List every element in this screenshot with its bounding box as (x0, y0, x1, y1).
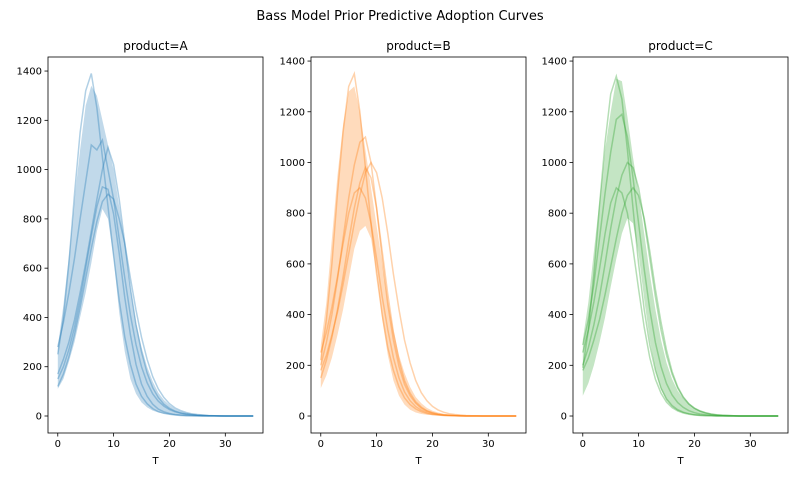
x-axis-label: T (414, 456, 422, 467)
y-tick-label: 200 (548, 361, 567, 372)
y-tick-label: 200 (286, 361, 305, 372)
x-tick-label: 10 (107, 439, 120, 450)
x-tick-label: 10 (632, 439, 645, 450)
y-tick-label: 600 (548, 259, 567, 270)
x-tick-label: 30 (482, 439, 495, 450)
x-tick-label: 20 (163, 439, 176, 450)
y-tick-label: 1200 (280, 107, 305, 118)
adoption-curve (582, 73, 779, 417)
y-tick-label: 800 (286, 209, 305, 220)
y-tick-label: 1400 (542, 57, 567, 68)
adoption-curve (320, 165, 517, 417)
y-tick-label: 400 (548, 310, 567, 321)
y-tick-label: 400 (286, 310, 305, 321)
subplot-title: product=A (123, 39, 188, 53)
adoption-curve (57, 137, 254, 417)
adoption-curve (320, 186, 517, 417)
x-tick-label: 0 (580, 439, 586, 450)
adoption-curve (582, 186, 779, 417)
adoption-curve (320, 135, 517, 417)
adoption-curve (582, 186, 779, 417)
hdi-band (582, 78, 779, 417)
y-tick-label: 800 (23, 214, 42, 225)
x-axis-label: T (151, 456, 159, 467)
hdi-band (57, 85, 254, 417)
y-tick-label: 600 (23, 264, 42, 275)
hdi-band (320, 86, 517, 417)
x-tick-label: 20 (688, 439, 701, 450)
y-tick-label: 200 (23, 362, 42, 373)
x-tick-label: 0 (55, 439, 61, 450)
y-tick-label: 1400 (17, 67, 42, 78)
subplot-product-b: 0 10 20 30 0 200 400 600 800 1000 1200 1400 product=… (280, 39, 527, 467)
subplot-product-c: 0 10 20 30 0 200 400 600 800 1000 1200 1400 product=… (542, 39, 789, 467)
axes-frame (572, 56, 789, 434)
adoption-curve (57, 73, 254, 417)
subplot-title: product=B (386, 39, 450, 53)
subplot-title: product=C (648, 39, 713, 53)
figure-title: Bass Model Prior Predictive Adoption Cur… (256, 9, 543, 24)
adoption-curve (320, 160, 517, 417)
y-tick-label: 0 (561, 412, 567, 423)
x-tick-label: 20 (426, 439, 439, 450)
y-tick-label: 800 (548, 209, 567, 220)
y-tick-label: 1000 (280, 158, 305, 169)
adoption-curve (582, 161, 779, 417)
y-tick-label: 1000 (17, 165, 42, 176)
y-tick-label: 600 (286, 259, 305, 270)
x-tick-label: 10 (370, 439, 383, 450)
adoption-curve (57, 185, 254, 417)
axes-frame (310, 56, 527, 434)
y-tick-label: 0 (299, 412, 305, 423)
adoption-curve (57, 193, 254, 417)
y-tick-label: 1400 (280, 57, 305, 68)
y-tick-label: 1200 (542, 107, 567, 118)
x-tick-label: 30 (219, 439, 232, 450)
x-axis-label: T (676, 456, 684, 467)
subplot-product-a: 0 10 20 30 0 200 400 600 800 1000 1200 1400 product=… (17, 39, 264, 467)
adoption-curve (320, 71, 517, 417)
y-tick-label: 1000 (542, 158, 567, 169)
x-tick-label: 30 (744, 439, 757, 450)
axes-frame (47, 56, 264, 434)
y-tick-label: 1200 (17, 116, 42, 127)
adoption-curve (57, 144, 254, 417)
adoption-curve (582, 112, 779, 417)
y-tick-label: 400 (23, 313, 42, 324)
y-tick-label: 0 (36, 411, 42, 422)
x-tick-label: 0 (318, 439, 324, 450)
